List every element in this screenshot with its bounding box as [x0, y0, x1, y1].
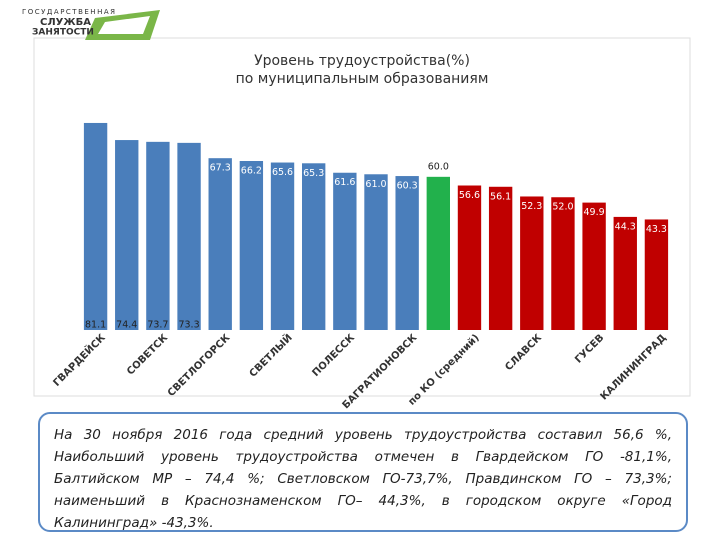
value-label: 56.1: [490, 191, 511, 202]
chart-title: Уровень трудоустройства(%): [254, 53, 470, 69]
value-label: 44.3: [615, 221, 636, 232]
value-label: 60.3: [397, 181, 418, 192]
bar: [551, 197, 575, 330]
bar: [395, 176, 419, 330]
chart-frame: [33, 37, 691, 397]
logo-text: ЗАНЯТОСТИ: [32, 28, 94, 38]
note: На 30 ноября 2016 года средний уровень т…: [38, 412, 688, 532]
logo-mark-inner: [98, 16, 150, 34]
value-label: 67.3: [210, 163, 231, 174]
value-label: 65.3: [303, 168, 324, 179]
value-label: 43.3: [646, 224, 667, 235]
bar: [457, 185, 482, 330]
value-label: 73.3: [178, 320, 199, 331]
bar: [582, 202, 606, 330]
value-label: 74.4: [116, 320, 137, 331]
bar: [426, 176, 450, 330]
value-label: 49.9: [584, 207, 605, 218]
bar: [83, 122, 108, 330]
logo-text: СЛУЖБА: [40, 17, 91, 28]
bar: [239, 160, 264, 330]
bar: [488, 186, 513, 330]
bar: [302, 163, 326, 330]
chart: ГОСУДАРСТВЕННАЯ СЛУЖБА ЗАНЯТОСТИ Уровень…: [22, 8, 691, 410]
bar: [146, 141, 170, 330]
value-label: 60.0: [428, 161, 449, 172]
value-label: 66.2: [241, 165, 262, 176]
value-label: 73.7: [147, 320, 168, 331]
value-label: 65.6: [272, 167, 293, 178]
bar: [270, 162, 295, 330]
bar: [177, 142, 201, 330]
value-label: 61.6: [334, 177, 355, 188]
bar: [208, 158, 232, 330]
chart-title: по муниципальным образованиям: [236, 71, 489, 87]
bar: [613, 216, 637, 330]
bar: [115, 140, 139, 330]
bar: [333, 172, 357, 330]
logo-text: ГОСУДАРСТВЕННАЯ: [22, 8, 116, 16]
value-label: 52.0: [552, 202, 573, 213]
value-label: 52.3: [521, 201, 542, 212]
bar: [364, 174, 388, 330]
bar: [644, 219, 669, 330]
bar: [520, 196, 544, 330]
value-label: 81.1: [85, 320, 106, 331]
value-label: 61.0: [365, 179, 386, 190]
value-label: 56.6: [459, 190, 480, 201]
